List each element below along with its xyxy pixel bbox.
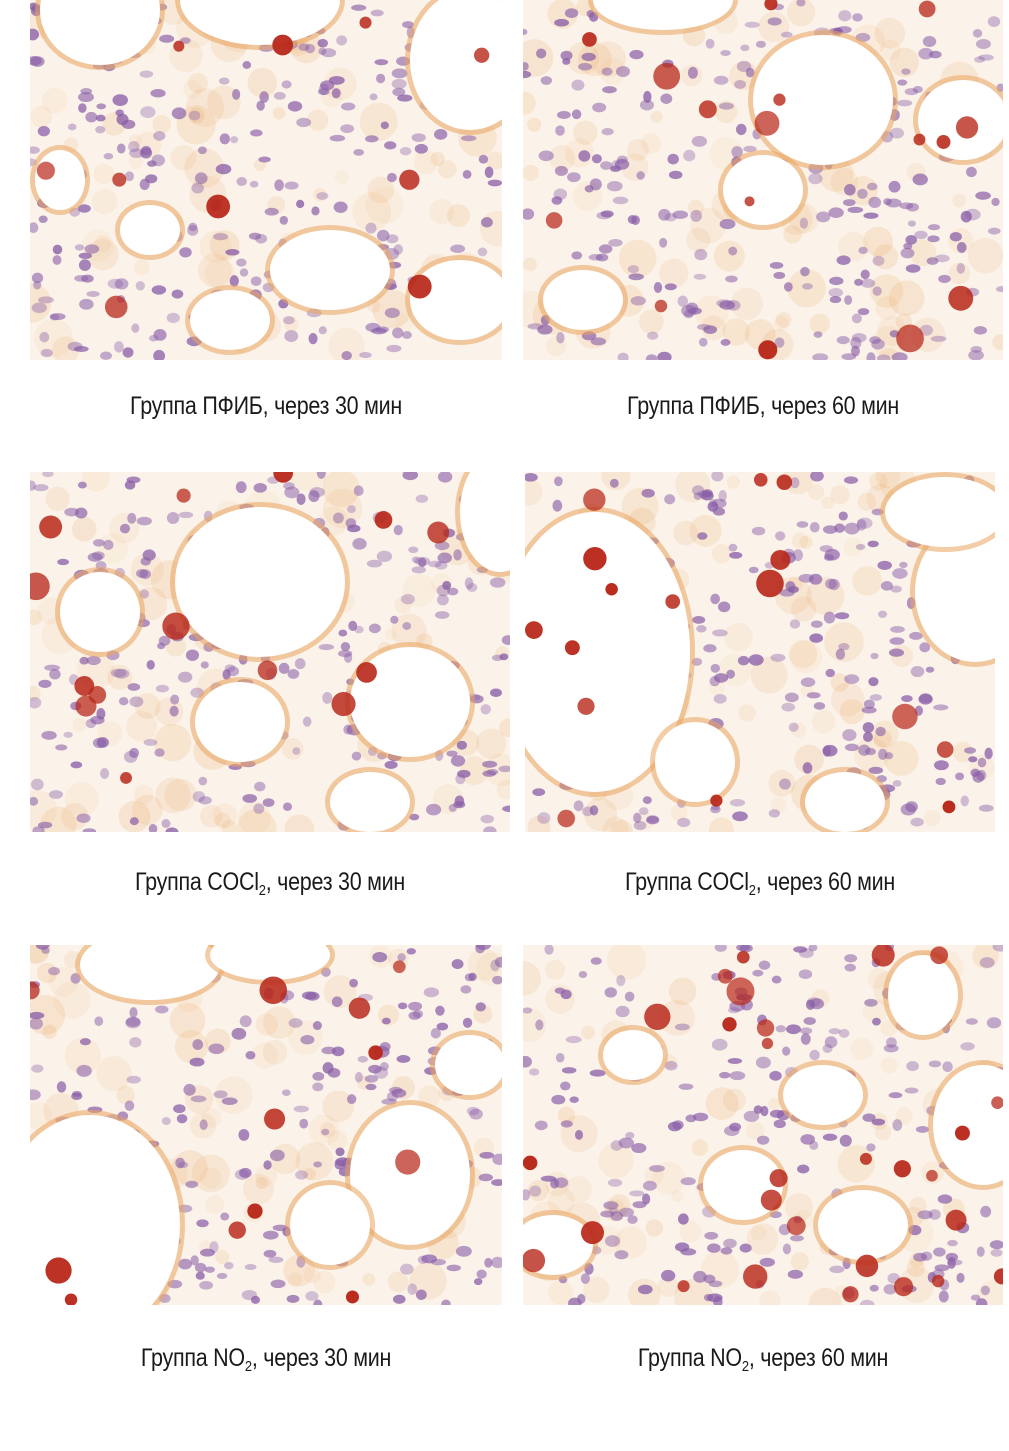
caption-cocl2-60: Группа COCl2, через 60 мин [624, 868, 896, 899]
tissue-texture [525, 472, 995, 832]
micrograph-cocl2-30 [30, 472, 510, 832]
micrograph-no2-30 [30, 945, 502, 1305]
caption-pfib-30: Группа ПФИБ, через 30 мин [130, 392, 402, 420]
tissue-texture [30, 945, 502, 1305]
micrograph-pfib-30 [30, 0, 502, 360]
micrograph-cocl2-60 [525, 472, 995, 832]
tissue-texture [523, 0, 1003, 360]
tissue-texture [523, 945, 1003, 1305]
caption-no2-60: Группа NO2, через 60 мин [637, 1344, 889, 1375]
caption-no2-30: Группа NO2, через 30 мин [140, 1344, 392, 1375]
caption-cocl2-30: Группа COCl2, через 30 мин [134, 868, 406, 899]
tissue-texture [30, 0, 502, 360]
micrograph-no2-60 [523, 945, 1003, 1305]
caption-pfib-60: Группа ПФИБ, через 60 мин [627, 392, 899, 420]
micrograph-pfib-60 [523, 0, 1003, 360]
tissue-texture [30, 472, 510, 832]
